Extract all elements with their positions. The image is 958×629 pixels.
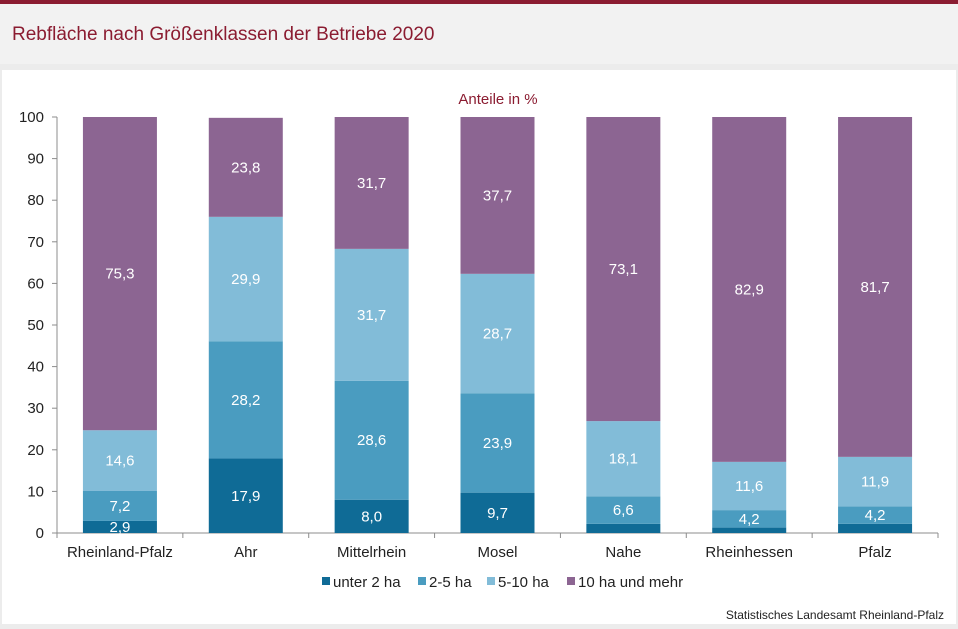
- data-label: 82,9: [735, 281, 764, 298]
- legend-swatch: [487, 577, 495, 585]
- bar-segment: [334, 499, 409, 533]
- data-label: 28,7: [483, 326, 512, 343]
- data-label: 29,9: [231, 271, 260, 288]
- bar-segment: [838, 506, 913, 524]
- y-tick-label: 40: [27, 359, 44, 376]
- data-label: 28,2: [231, 392, 260, 409]
- legend-label: 2-5 ha: [429, 574, 472, 591]
- bar-segment: [334, 248, 409, 381]
- data-label: 75,3: [105, 266, 134, 283]
- data-label: 23,9: [483, 435, 512, 452]
- data-label: 17,9: [231, 488, 260, 505]
- y-tick-label: 10: [27, 483, 44, 500]
- x-category-label: Rheinhessen: [705, 544, 793, 561]
- legend-swatch: [567, 577, 575, 585]
- legend-swatch: [322, 577, 330, 585]
- bar-segment: [586, 496, 661, 524]
- bar-segment: [208, 458, 283, 533]
- data-label: 18,1: [609, 451, 638, 468]
- bar-segment: [208, 117, 283, 217]
- bar-segment: [712, 510, 787, 528]
- data-label: 23,8: [231, 159, 260, 176]
- data-label: 14,6: [105, 453, 134, 470]
- legend-label: 5-10 ha: [498, 574, 550, 591]
- y-tick-label: 20: [27, 442, 44, 459]
- legend-label: 10 ha und mehr: [578, 574, 683, 591]
- x-category-label: Mittelrhein: [337, 544, 406, 561]
- y-tick-label: 90: [27, 151, 44, 168]
- data-label: 37,7: [483, 187, 512, 204]
- y-tick-label: 80: [27, 192, 44, 209]
- y-tick-label: 70: [27, 234, 44, 251]
- x-category-label: Nahe: [605, 544, 641, 561]
- y-tick-label: 0: [36, 525, 44, 542]
- legend-label: unter 2 ha: [333, 574, 401, 591]
- data-label: 28,6: [357, 432, 386, 449]
- page-title: Rebfläche nach Größenklassen der Betrieb…: [12, 24, 435, 45]
- bar-segment: [712, 527, 787, 533]
- bar-segment: [460, 393, 535, 493]
- chart-subtitle: Anteile in %: [458, 91, 537, 108]
- bar-segment: [82, 117, 157, 431]
- bar-segment: [82, 520, 157, 533]
- data-label: 7,2: [109, 498, 130, 515]
- data-label: 31,7: [357, 175, 386, 192]
- y-tick-label: 50: [27, 317, 44, 334]
- data-label: 8,0: [361, 508, 382, 525]
- y-tick-label: 30: [27, 400, 44, 417]
- x-category-label: Ahr: [234, 544, 257, 561]
- bar-segment: [460, 273, 535, 394]
- bar-segment: [838, 117, 913, 457]
- title-panel: Rebfläche nach Größenklassen der Betrieb…: [0, 4, 958, 64]
- bar-segment: [82, 430, 157, 491]
- bar-segment: [208, 216, 283, 342]
- bar-segment: [460, 492, 535, 533]
- data-label: 81,7: [860, 279, 889, 296]
- bar-segment: [586, 421, 661, 497]
- data-label: 4,2: [739, 511, 760, 528]
- x-category-label: Mosel: [477, 544, 517, 561]
- bar-segment: [460, 117, 535, 274]
- bar-segment: [334, 117, 409, 249]
- y-tick-label: 60: [27, 275, 44, 292]
- bar-segment: [586, 523, 661, 533]
- y-tick-label: 100: [19, 109, 44, 126]
- bar-segment: [208, 341, 283, 459]
- data-label: 11,9: [861, 474, 889, 491]
- bar-segment: [586, 117, 661, 422]
- bar-segment: [712, 461, 787, 511]
- x-category-label: Pfalz: [858, 544, 891, 561]
- bar-segment: [838, 523, 913, 533]
- data-label: 73,1: [609, 261, 638, 278]
- bar-segment: [838, 456, 913, 507]
- bar-segment: [712, 117, 787, 462]
- data-label: 2,9: [109, 519, 130, 536]
- top-accent-bar: [0, 0, 958, 4]
- data-label: 11,6: [735, 478, 763, 495]
- bar-segment: [82, 490, 157, 521]
- data-label: 4,2: [865, 507, 886, 524]
- source-note: Statistisches Landesamt Rheinland-Pfalz: [725, 608, 944, 622]
- data-label: 6,6: [613, 502, 634, 519]
- data-label: 31,7: [357, 307, 386, 324]
- bar-segment: [334, 380, 409, 500]
- legend-swatch: [418, 577, 426, 585]
- x-category-label: Rheinland-Pfalz: [67, 544, 173, 561]
- data-label: 9,7: [487, 505, 508, 522]
